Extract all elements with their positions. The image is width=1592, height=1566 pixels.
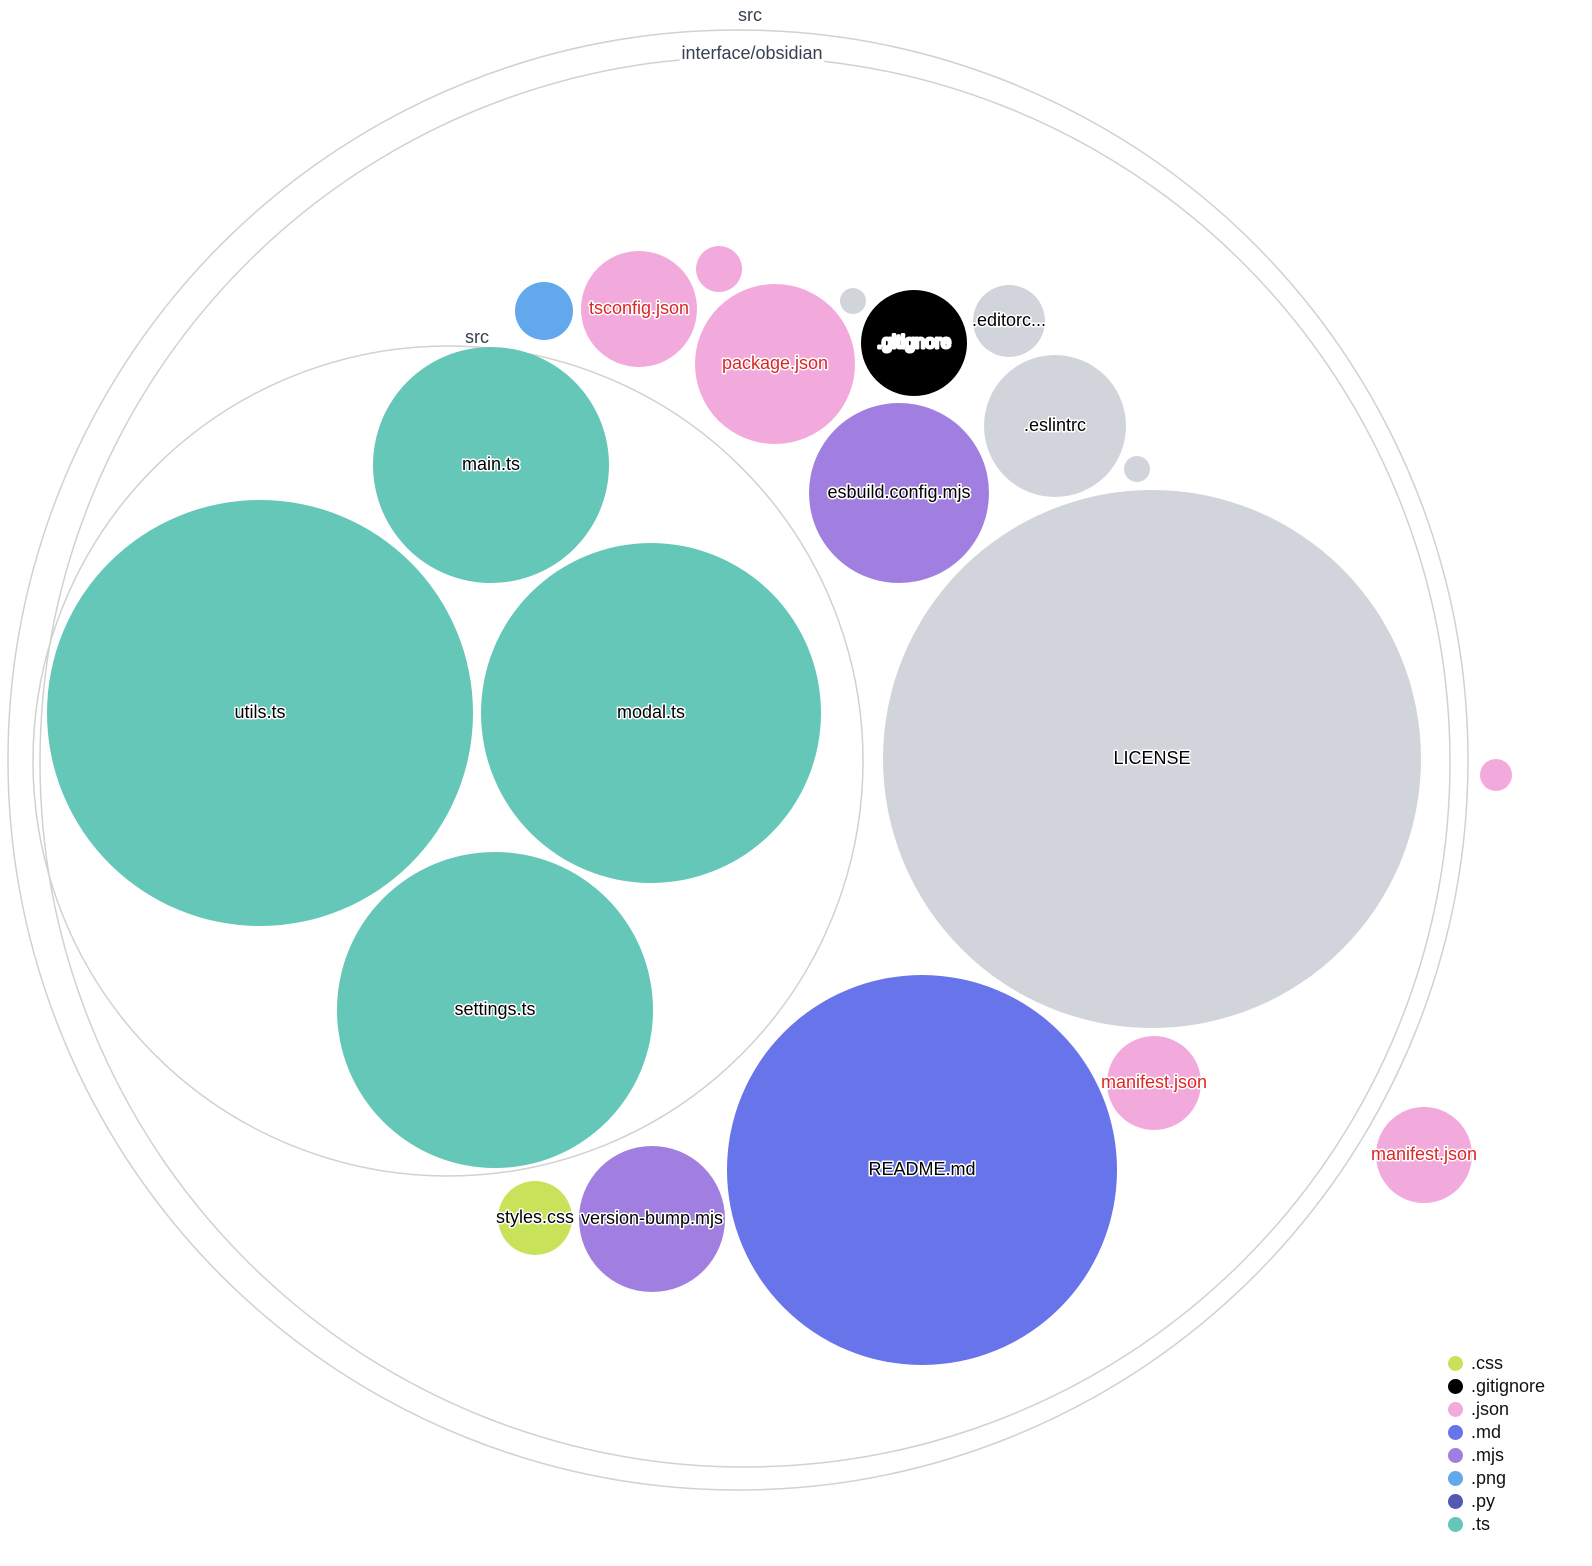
directory-label: src — [465, 327, 489, 347]
legend-label: .md — [1471, 1422, 1502, 1442]
legend-item-ts: .ts — [1448, 1513, 1545, 1536]
file-circle[interactable] — [373, 347, 609, 583]
file-label: .eslintrc — [1024, 415, 1086, 435]
file-circle[interactable] — [579, 1146, 725, 1292]
file-label: LICENSE — [1113, 748, 1190, 768]
file-node[interactable]: styles.css — [494, 1181, 576, 1255]
file-node[interactable]: utils.ts — [47, 500, 473, 926]
file-label: .gitignore — [877, 332, 951, 352]
file-node[interactable] — [515, 282, 573, 340]
file-label: package.json — [722, 353, 828, 373]
file-label: modal.ts — [617, 702, 685, 722]
file-label: utils.ts — [234, 702, 285, 722]
file-node[interactable]: version-bump.mjs — [579, 1146, 725, 1292]
file-node[interactable]: manifest.json — [1369, 1107, 1479, 1203]
file-node[interactable] — [1480, 759, 1512, 791]
file-node[interactable] — [696, 246, 742, 292]
file-label: esbuild.config.mjs — [827, 482, 970, 502]
file-label: manifest.json — [1371, 1144, 1477, 1164]
legend-item-png: .png — [1448, 1467, 1545, 1490]
file-node[interactable]: main.ts — [373, 347, 609, 583]
file-label: main.ts — [462, 454, 520, 474]
file-circle[interactable] — [581, 251, 697, 367]
file-label: version-bump.mjs — [581, 1208, 723, 1228]
legend-item-mjs: .mjs — [1448, 1444, 1545, 1467]
file-circle[interactable] — [883, 490, 1421, 1028]
file-node[interactable]: .eslintrc — [984, 355, 1126, 497]
legend-swatch — [1448, 1379, 1463, 1394]
legend-label: .ts — [1471, 1514, 1491, 1534]
legend: .css .gitignore .json .md .mjs .png .py … — [1448, 1352, 1545, 1536]
legend-label: .py — [1471, 1491, 1496, 1511]
directory-label: interface/obsidian — [681, 43, 822, 63]
file-label: tsconfig.json — [589, 298, 689, 318]
file-circle[interactable] — [984, 355, 1126, 497]
file-node[interactable]: settings.ts — [337, 852, 653, 1168]
legend-swatch — [1448, 1425, 1463, 1440]
file-node[interactable]: .editorc... — [970, 285, 1048, 357]
file-label: .editorc... — [972, 310, 1046, 330]
legend-label: .css — [1471, 1353, 1504, 1373]
file-circle[interactable] — [1376, 1107, 1472, 1203]
legend-item-py: .py — [1448, 1490, 1545, 1513]
file-circle[interactable] — [337, 852, 653, 1168]
file-circle[interactable] — [973, 285, 1045, 357]
legend-swatch — [1448, 1448, 1463, 1463]
file-node[interactable]: README.md — [727, 975, 1117, 1365]
legend-swatch — [1448, 1356, 1463, 1371]
file-circle[interactable] — [840, 288, 866, 314]
legend-swatch — [1448, 1517, 1463, 1532]
file-label: settings.ts — [454, 999, 535, 1019]
file-circle[interactable] — [695, 284, 855, 444]
legend-swatch — [1448, 1471, 1463, 1486]
legend-swatch — [1448, 1494, 1463, 1509]
file-label: manifest.json — [1101, 1072, 1207, 1092]
legend-item-md: .md — [1448, 1421, 1545, 1444]
file-circle[interactable] — [1107, 1036, 1201, 1130]
file-circle[interactable] — [1480, 759, 1512, 791]
file-circle[interactable] — [498, 1181, 572, 1255]
file-circle[interactable] — [1124, 456, 1150, 482]
file-node[interactable]: tsconfig.json — [581, 251, 697, 367]
file-node[interactable] — [840, 288, 866, 314]
file-circle[interactable] — [47, 500, 473, 926]
file-node[interactable]: package.json — [695, 284, 855, 444]
file-circle[interactable] — [696, 246, 742, 292]
file-node[interactable] — [1124, 456, 1150, 482]
legend-label: .mjs — [1471, 1445, 1504, 1465]
file-node[interactable]: modal.ts — [481, 543, 821, 883]
file-node[interactable]: esbuild.config.mjs — [809, 403, 989, 583]
directory-circle[interactable] — [39, 56, 1451, 1468]
directory-label: src — [738, 5, 762, 25]
file-circle[interactable] — [481, 543, 821, 883]
legend-swatch — [1448, 1402, 1463, 1417]
legend-item-json: .json — [1448, 1398, 1545, 1421]
legend-label: .json — [1471, 1399, 1510, 1419]
legend-item-css: .css — [1448, 1352, 1545, 1375]
legend-item-gitignore: .gitignore — [1448, 1375, 1545, 1398]
file-node[interactable]: manifest.json — [1099, 1036, 1209, 1130]
file-label: styles.css — [496, 1207, 574, 1227]
file-circle[interactable] — [727, 975, 1117, 1365]
file-label: README.md — [868, 1159, 975, 1179]
file-node[interactable]: .gitignore — [861, 290, 967, 396]
legend-label: .png — [1471, 1468, 1507, 1488]
file-circle[interactable] — [515, 282, 573, 340]
directory-circle[interactable] — [32, 345, 864, 1177]
directory-circle[interactable] — [7, 29, 1469, 1491]
file-circle[interactable] — [861, 290, 967, 396]
file-circle[interactable] — [809, 403, 989, 583]
file-node[interactable]: LICENSE — [883, 490, 1421, 1028]
legend-label: .gitignore — [1471, 1376, 1546, 1396]
